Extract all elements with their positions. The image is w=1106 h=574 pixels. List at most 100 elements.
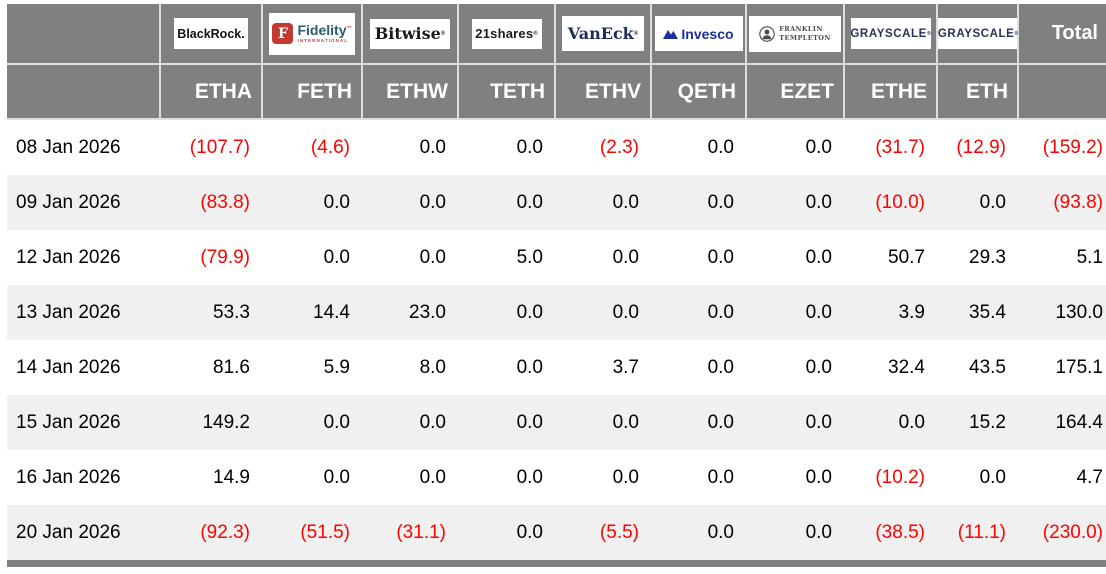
flow-cell: 0.0 <box>516 301 543 323</box>
flow-cell: 0.0 <box>419 411 446 433</box>
vaneck-wordmark: VanEck <box>567 24 634 43</box>
flow-cell: 0.0 <box>516 411 543 433</box>
registered-mark-icon: ® <box>440 30 446 37</box>
flow-cell: (92.3) <box>200 521 250 543</box>
flow-row: 12 Jan 2026 (79.9) 0.0 0.0 5.0 0.0 0.0 0.0 50.7 2… <box>7 230 1106 285</box>
total-cell: (93.8) <box>1053 191 1103 213</box>
flow-cell: 0.0 <box>612 246 639 268</box>
flow-cell: 14.4 <box>313 301 350 323</box>
flow-cell: 53.3 <box>213 301 250 323</box>
flow-cell: 0.0 <box>419 191 446 213</box>
flow-cell: (4.6) <box>310 136 350 158</box>
date-cell: 14 Jan 2026 <box>16 356 121 378</box>
fidelity-logo: F Fidelity™ INTERNATIONAL <box>269 12 355 55</box>
flow-cell: 0.0 <box>898 411 925 433</box>
invesco-mountain-icon <box>663 30 679 39</box>
total-cell: 130.0 <box>1055 301 1103 323</box>
total-cell: (230.0) <box>1042 521 1103 543</box>
date-cell: 15 Jan 2026 <box>16 411 121 433</box>
flow-cell: 0.0 <box>805 411 832 433</box>
flow-cell: 23.0 <box>409 301 446 323</box>
flow-cell: 0.0 <box>805 466 832 488</box>
flow-row: 20 Jan 2026 (92.3) (51.5) (31.1) 0.0 (5.5) 0.0… <box>7 505 1106 560</box>
flow-cell: 0.0 <box>612 466 639 488</box>
grayscale-logo: GRAYSCALE ® <box>850 18 931 49</box>
flow-cell: (11.1) <box>957 521 1006 543</box>
total-cell: 164.4 <box>1055 411 1103 433</box>
date-cell: 13 Jan 2026 <box>16 301 121 323</box>
flow-cell: 5.9 <box>323 356 350 378</box>
flow-cell: 35.4 <box>969 301 1006 323</box>
flow-cell: 0.0 <box>805 136 832 158</box>
flow-cell: (2.3) <box>599 136 639 158</box>
grayscale-wordmark: GRAYSCALE <box>850 27 927 40</box>
ticker-header-teth: TETH <box>458 64 556 120</box>
bitwise-wordmark: Bitwise <box>374 24 441 43</box>
date-cell: 20 Jan 2026 <box>16 521 121 543</box>
flow-cell: 0.0 <box>979 191 1006 213</box>
ticker-header-eth: ETH <box>937 64 1019 120</box>
fidelity-wordmark: Fidelity™ INTERNATIONAL <box>297 22 352 44</box>
ticker-header-etha: ETHA <box>160 64 263 120</box>
flow-row: 09 Jan 2026 (83.8) 0.0 0.0 0.0 0.0 0.0 0.0 (10.0… <box>7 175 1106 230</box>
flow-cell: 0.0 <box>805 356 832 378</box>
date-cell: 12 Jan 2026 <box>16 246 121 268</box>
ticker-header-ezet: EZET <box>746 64 845 120</box>
flow-cell: 0.0 <box>516 521 543 543</box>
flow-cell: (38.5) <box>875 521 925 543</box>
flow-cell: 0.0 <box>323 411 350 433</box>
flow-cell: 0.0 <box>707 521 734 543</box>
flow-cell: 0.0 <box>612 411 639 433</box>
flow-cell: (107.7) <box>189 136 250 158</box>
ticker-header-ethw: ETHW <box>362 64 459 120</box>
flow-cell: 0.0 <box>707 356 734 378</box>
date-cell: 08 Jan 2026 <box>16 136 121 158</box>
grayscale-logo: GRAYSCALE ® <box>938 18 1018 49</box>
grayscale-wordmark: GRAYSCALE <box>937 27 1015 40</box>
registered-mark-icon: ® <box>533 30 538 37</box>
flow-cell: 0.0 <box>707 136 734 158</box>
flow-cell: 0.0 <box>707 191 734 213</box>
flow-cell: 0.0 <box>612 191 639 213</box>
flow-cell: 8.0 <box>419 356 446 378</box>
bitwise-logo: Bitwise ® <box>370 18 450 49</box>
logo-cell-21shares: 21shares ® <box>458 4 556 65</box>
flow-cell: 3.9 <box>898 301 925 323</box>
invesco-logo: Invesco <box>654 16 743 51</box>
franklin-emblem-icon <box>759 25 776 42</box>
flow-cell: 3.7 <box>612 356 639 378</box>
date-column-header <box>7 4 161 65</box>
flow-cell: 0.0 <box>707 411 734 433</box>
blackrock-wordmark: BlackRock. <box>177 26 245 41</box>
flow-cell: 0.0 <box>323 246 350 268</box>
flow-cell: (5.5) <box>599 521 639 543</box>
flow-cell: 0.0 <box>707 301 734 323</box>
flow-cell: 0.0 <box>805 191 832 213</box>
total-cell: 4.7 <box>1076 466 1103 488</box>
flow-cell: (51.5) <box>300 521 350 543</box>
trademark-icon: ™ <box>346 25 352 32</box>
logo-cell-blackrock: BlackRock. <box>160 4 263 65</box>
flow-row: 14 Jan 2026 81.6 5.9 8.0 0.0 3.7 0.0 0.0 32.4 43.… <box>7 340 1106 395</box>
total-cell: (159.2) <box>1042 136 1103 158</box>
flow-cell: (10.0) <box>875 191 925 213</box>
franklin-templeton-logo: FRANKLIN TEMPLETON <box>749 15 841 52</box>
ticker-empty-total-cell <box>1018 64 1106 120</box>
flow-cell: 43.5 <box>969 356 1006 378</box>
ticker-header-feth: FETH <box>262 64 363 120</box>
logo-cell-grayscale-eth: GRAYSCALE ® <box>937 4 1019 65</box>
flow-cell: (12.9) <box>956 136 1006 158</box>
flow-cell: 0.0 <box>612 301 639 323</box>
flow-cell: 5.0 <box>516 246 543 268</box>
flow-cell: (79.9) <box>200 246 250 268</box>
flow-cell: (10.2) <box>875 466 925 488</box>
total-cell: 175.1 <box>1055 356 1103 378</box>
flow-cell: (31.7) <box>875 136 925 158</box>
21shares-logo: 21shares ® <box>471 18 542 49</box>
flow-cell: 0.0 <box>516 191 543 213</box>
flow-cell: 0.0 <box>419 246 446 268</box>
flow-row: 13 Jan 2026 53.3 14.4 23.0 0.0 0.0 0.0 0.0 3.9 35… <box>7 285 1106 340</box>
flow-cell: 0.0 <box>707 466 734 488</box>
logo-cell-fidelity: F Fidelity™ INTERNATIONAL <box>262 4 363 65</box>
flow-cell: 0.0 <box>516 466 543 488</box>
